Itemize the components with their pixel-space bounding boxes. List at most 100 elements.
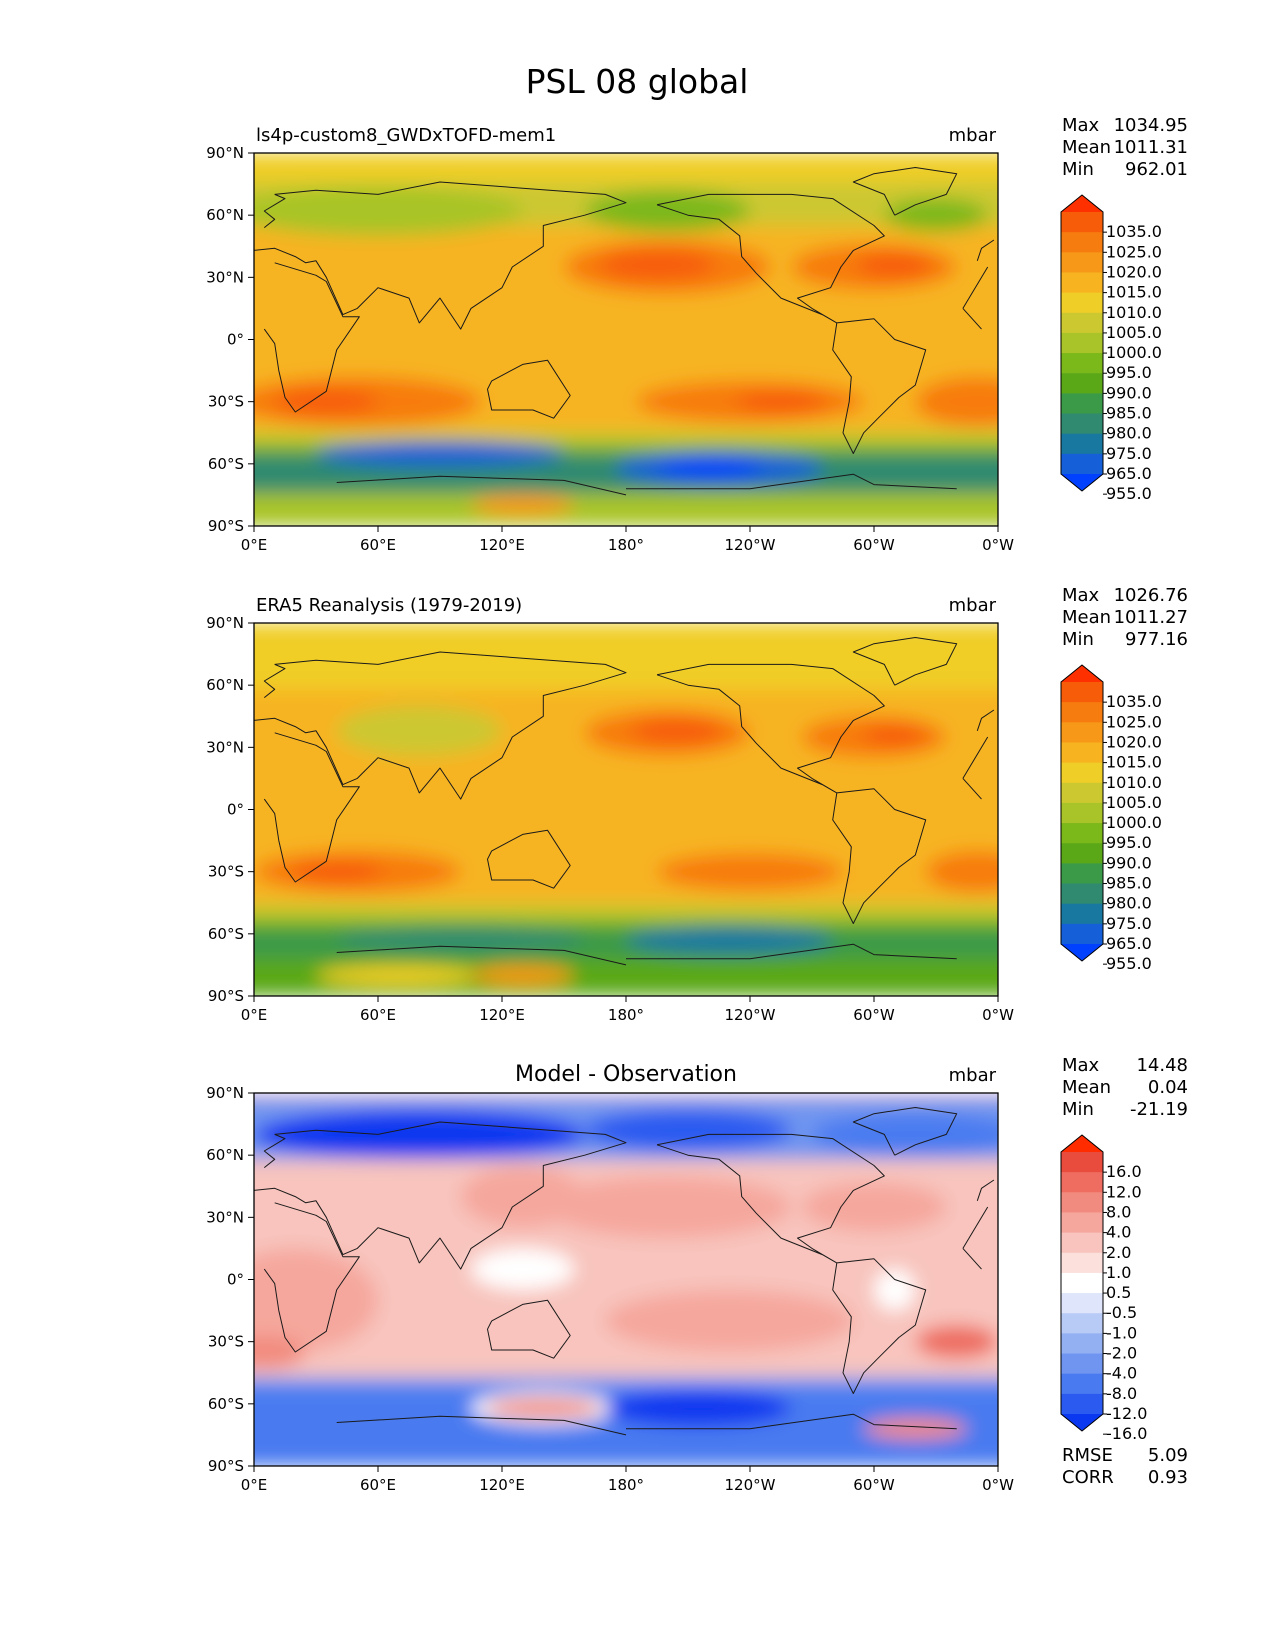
lat-tick-label: 90°N (206, 614, 244, 632)
colorbar-tick-label: 1000.0 (1106, 813, 1162, 832)
colorbar-segment (1061, 413, 1103, 435)
colorbar-tick-label: 1035.0 (1106, 692, 1162, 711)
colorbar-segment (1061, 1393, 1103, 1415)
coastlines (254, 167, 995, 496)
colorbar-tick-label: 990.0 (1106, 383, 1152, 402)
coastlines (254, 1107, 995, 1436)
lat-tick-label: 60°N (206, 676, 244, 694)
colorbar-segment (1061, 923, 1103, 945)
colorbar-segment (1061, 1212, 1103, 1234)
panel-title: ls4p-custom8_GWDxTOFD-mem1 (256, 125, 556, 146)
stat-value-max: 1034.95 (1114, 115, 1188, 136)
colorbar-segment (1061, 212, 1103, 233)
units-label: mbar (949, 595, 997, 616)
colorbar-segment (1061, 272, 1103, 294)
lat-tick-label: 30°S (208, 863, 244, 881)
colorbar-tick-label: 965.0 (1106, 934, 1152, 953)
colorbar-tick-label: 8.0 (1106, 1202, 1131, 1221)
colorbar: 16.012.08.04.02.01.00.5-0.5-1.0-2.0-4.0-… (1060, 1134, 1147, 1443)
colorbar-tick-label: -1.0 (1106, 1323, 1137, 1342)
colorbar-tick-label: -0.5 (1106, 1303, 1137, 1322)
stat-value-mean: 1011.31 (1114, 137, 1188, 158)
colorbar-segment (1061, 433, 1103, 455)
lat-tick-label: 0° (227, 801, 244, 819)
stat-value-mean: 1011.27 (1114, 607, 1188, 628)
lat-tick-label: 30°S (208, 393, 244, 411)
colorbar-tick-label: 1015.0 (1106, 283, 1162, 302)
colorbar-segment (1061, 762, 1103, 784)
panel-1: ls4p-custom8_GWDxTOFD-mem1 mbar 90°N 60°N 30… (206, 115, 1188, 554)
colorbar-extend-max (1061, 665, 1103, 682)
colorbar-segment (1061, 1373, 1103, 1395)
lat-tick-label: 30°N (206, 268, 244, 286)
units-label: mbar (949, 125, 997, 146)
units-label: mbar (949, 1065, 997, 1086)
stat-label-mean: Mean (1062, 607, 1111, 628)
colorbar-segment (1061, 312, 1103, 334)
lon-tick-label: 120°E (479, 1006, 525, 1024)
colorbar-tick-label: -12.0 (1106, 1404, 1147, 1423)
colorbar-segment (1061, 1192, 1103, 1214)
colorbar-tick-label: 975.0 (1106, 444, 1152, 463)
colorbar-extend-min (1061, 1414, 1103, 1431)
colorbar-segment (1061, 823, 1103, 844)
lon-tick-label: 180° (608, 536, 644, 554)
colorbar-segment (1061, 393, 1103, 415)
lat-tick-label: 0° (227, 1271, 244, 1289)
colorbar-segment (1061, 292, 1103, 314)
stat-value-min: 977.16 (1125, 629, 1188, 650)
colorbar-tick-label: 1020.0 (1106, 732, 1162, 751)
colorbar-tick-label: 16.0 (1106, 1162, 1142, 1181)
colorbar-tick-label: 1010.0 (1106, 303, 1162, 322)
stat-label-min: Min (1062, 629, 1094, 650)
colorbar-segment (1061, 702, 1103, 723)
lat-tick-label: 30°N (206, 738, 244, 756)
lat-tick-label: 90°S (208, 1457, 244, 1475)
lon-tick-label: 60°E (360, 536, 396, 554)
lon-tick-label: 60°E (360, 1476, 396, 1494)
lat-tick-label: 90°N (206, 144, 244, 162)
stat-label-mean: Mean (1062, 137, 1111, 158)
colorbar-tick-label: 2.0 (1106, 1243, 1131, 1262)
lon-tick-label: 0°E (241, 536, 268, 554)
colorbar-segment (1061, 332, 1103, 354)
colorbar-tick-label: 975.0 (1106, 914, 1152, 933)
colorbar-tick-label: -2.0 (1106, 1344, 1137, 1363)
colorbar-segment (1061, 1313, 1103, 1334)
figure-title: PSL 08 global (526, 62, 749, 101)
field-map (254, 623, 998, 996)
colorbar-tick-label: 12.0 (1106, 1182, 1142, 1201)
metric-label: CORR (1062, 1467, 1114, 1488)
lat-tick-label: 60°N (206, 206, 244, 224)
lon-tick-label: 180° (608, 1006, 644, 1024)
colorbar-segment (1061, 1333, 1103, 1355)
metric-value: 0.93 (1148, 1467, 1188, 1488)
colorbar-tick-label: 0.5 (1106, 1283, 1131, 1302)
lat-tick-label: 90°S (208, 987, 244, 1005)
colorbar-tick-label: 990.0 (1106, 853, 1152, 872)
stat-label-max: Max (1062, 115, 1100, 136)
lat-tick-label: 60°S (208, 1395, 244, 1413)
lon-tick-label: 120°W (725, 1006, 776, 1024)
lat-tick-label: 30°N (206, 1208, 244, 1226)
stat-label-min: Min (1062, 159, 1094, 180)
colorbar-segment (1061, 232, 1103, 253)
colorbar-tick-label: 1005.0 (1106, 793, 1162, 812)
colorbar-tick-label: 1035.0 (1106, 222, 1162, 241)
stat-value-mean: 0.04 (1148, 1077, 1188, 1098)
colorbar-tick-label: 1025.0 (1106, 242, 1162, 261)
field-map (254, 1093, 998, 1466)
colorbar-segment (1061, 802, 1103, 824)
colorbar-segment (1061, 353, 1103, 374)
colorbar-segment (1061, 1353, 1103, 1375)
lat-tick-label: 60°S (208, 925, 244, 943)
colorbar-segment (1061, 1293, 1103, 1314)
stat-value-min: 962.01 (1125, 159, 1188, 180)
colorbar-tick-label: 1.0 (1106, 1263, 1131, 1282)
colorbar-segment (1061, 843, 1103, 864)
colorbar-segment (1061, 883, 1103, 905)
colorbar-segment (1061, 782, 1103, 804)
